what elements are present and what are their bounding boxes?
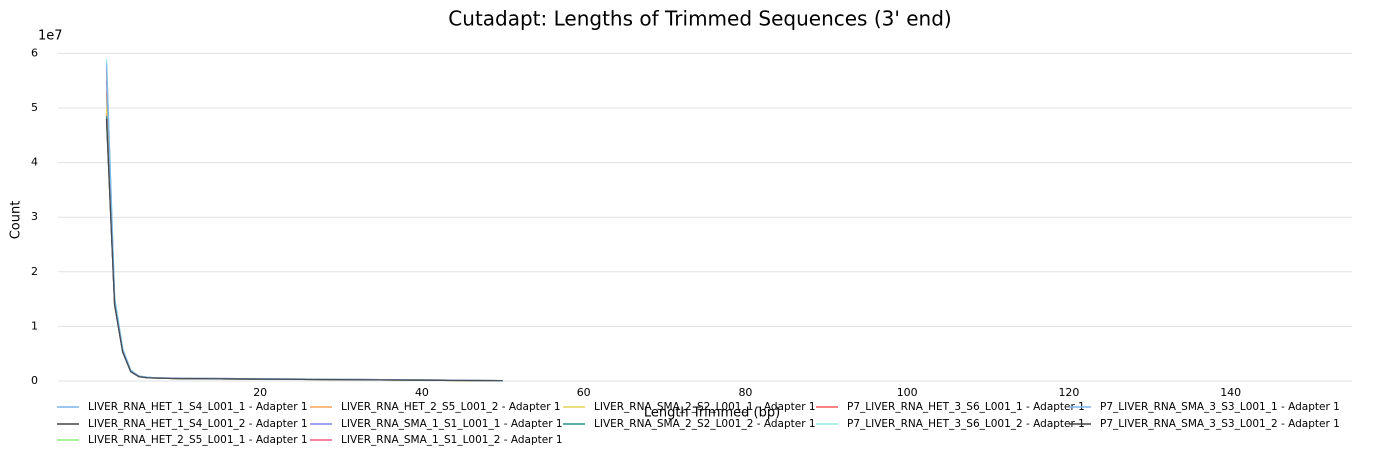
legend-label: LIVER_RNA_HET_1_S4_L001_2 - Adapter 1 [88,418,308,430]
series-line [105,97,503,382]
x-axis-label: Length Trimmed (bp) [644,406,780,421]
legend-item: P7_LIVER_RNA_SMA_3_S3_L001_1 - Adapter 1 [1069,401,1340,413]
legend-item: P7_LIVER_RNA_HET_3_S6_L001_2 - Adapter 1 [816,418,1085,430]
y-tick-label: 2 [31,265,38,278]
series-line [105,118,503,382]
legend-label: LIVER_RNA_HET_1_S4_L001_1 - Adapter 1 [88,401,308,413]
y-axis-label: Count [9,201,24,240]
x-tick-label: 40 [415,386,429,399]
x-tick-label: 100 [897,386,918,399]
x-tick-label: 140 [1220,386,1241,399]
legend-label: LIVER_RNA_SMA_1_S1_L001_2 - Adapter 1 [341,434,563,446]
legend-item: P7_LIVER_RNA_SMA_3_S3_L001_2 - Adapter 1 [1069,418,1340,430]
legend-label: LIVER_RNA_SMA_2_S2_L001_1 - Adapter 1 [594,401,816,413]
y-tick-label: 1 [31,319,38,332]
legend-item: LIVER_RNA_HET_1_S4_L001_1 - Adapter 1 [57,401,308,413]
y-tick-label: 3 [31,210,38,223]
legend-label: P7_LIVER_RNA_HET_3_S6_L001_1 - Adapter 1 [847,401,1085,413]
x-tick-label: 20 [253,386,267,399]
legend-item: LIVER_RNA_HET_2_S5_L001_2 - Adapter 1 [310,401,561,413]
legend-item: LIVER_RNA_SMA_2_S2_L001_2 - Adapter 1 [563,418,816,430]
legend-item: LIVER_RNA_SMA_1_S1_L001_2 - Adapter 1 [310,434,563,446]
legend-label: LIVER_RNA_HET_2_S5_L001_1 - Adapter 1 [88,434,308,446]
legend-item: LIVER_RNA_HET_1_S4_L001_2 - Adapter 1 [57,418,308,430]
chart-title: Cutadapt: Lengths of Trimmed Sequences (… [448,7,951,31]
legend-item: LIVER_RNA_SMA_1_S1_L001_1 - Adapter 1 [310,418,563,430]
x-tick-label: 120 [1058,386,1079,399]
y-offset-label: 1e7 [38,29,63,44]
legend-item: P7_LIVER_RNA_HET_3_S6_L001_1 - Adapter 1 [816,401,1085,413]
series-line [105,69,503,382]
y-tick-label: 5 [31,101,38,114]
series-line [105,118,503,382]
y-tick-label: 4 [31,156,38,169]
series-line [105,91,503,382]
legend-item: LIVER_RNA_SMA_2_S2_L001_1 - Adapter 1 [563,401,816,413]
legend-label: P7_LIVER_RNA_SMA_3_S3_L001_2 - Adapter 1 [1100,418,1340,430]
legend-item: LIVER_RNA_HET_2_S5_L001_1 - Adapter 1 [57,434,308,446]
series-line [105,61,503,382]
legend-label: P7_LIVER_RNA_SMA_3_S3_L001_1 - Adapter 1 [1100,401,1340,413]
legend-label: LIVER_RNA_HET_2_S5_L001_2 - Adapter 1 [341,401,561,413]
y-tick-label: 6 [31,46,38,59]
series-line [105,58,503,382]
series-line [105,116,503,382]
series-line [105,64,503,382]
x-tick-label: 80 [738,386,752,399]
legend-label: LIVER_RNA_SMA_2_S2_L001_2 - Adapter 1 [594,418,816,430]
legend-label: LIVER_RNA_SMA_1_S1_L001_1 - Adapter 1 [341,418,563,430]
x-tick-label: 60 [577,386,591,399]
series-line [105,107,503,382]
y-tick-label: 0 [31,374,38,387]
series-line [105,80,503,382]
series-line [105,113,503,382]
legend-label: P7_LIVER_RNA_HET_3_S6_L001_2 - Adapter 1 [847,418,1085,430]
